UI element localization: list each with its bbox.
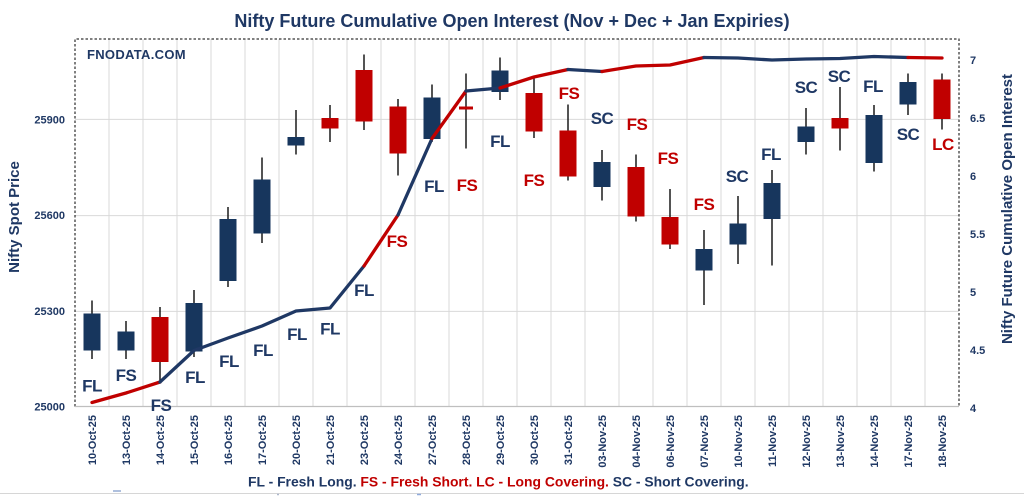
- svg-text:10-Nov-25: 10-Nov-25: [733, 415, 745, 468]
- svg-text:FL: FL: [82, 376, 102, 395]
- svg-text:FS: FS: [694, 195, 715, 214]
- svg-text:25300: 25300: [34, 306, 65, 318]
- svg-text:4: 4: [970, 403, 977, 415]
- svg-text:FS: FS: [457, 176, 478, 195]
- svg-text:FL: FL: [253, 341, 273, 360]
- svg-text:Nifty Spot Price: Nifty Spot Price: [6, 161, 23, 273]
- svg-text:14-Oct-25: 14-Oct-25: [155, 415, 167, 465]
- svg-text:5: 5: [970, 287, 976, 299]
- svg-text:4.5: 4.5: [970, 345, 985, 357]
- svg-text:FS: FS: [151, 396, 172, 415]
- svg-text:FNODATA.COM: FNODATA.COM: [87, 47, 186, 62]
- svg-text:FL - Fresh Long. FS - Fresh Sh: FL - Fresh Long. FS - Fresh Short. LC - …: [248, 474, 749, 490]
- svg-text:FS: FS: [658, 149, 679, 168]
- svg-text:FL: FL: [219, 352, 239, 371]
- svg-text:FS: FS: [627, 115, 648, 134]
- svg-text:28-Oct-25: 28-Oct-25: [461, 415, 473, 465]
- svg-text:30-Oct-25: 30-Oct-25: [529, 415, 541, 465]
- svg-text:FL: FL: [320, 319, 340, 338]
- svg-text:03-Nov-25: 03-Nov-25: [597, 415, 609, 468]
- svg-text:FS: FS: [524, 171, 545, 190]
- svg-text:04-Nov-25: 04-Nov-25: [631, 415, 643, 468]
- svg-text:LC: LC: [932, 135, 954, 154]
- svg-text:16-Oct-25: 16-Oct-25: [223, 415, 235, 465]
- svg-text:31-Oct-25: 31-Oct-25: [563, 415, 575, 465]
- svg-text:SC: SC: [726, 167, 749, 186]
- svg-text:5.5: 5.5: [970, 229, 985, 241]
- svg-text:15-Oct-25: 15-Oct-25: [189, 415, 201, 465]
- svg-text:FS: FS: [116, 366, 137, 385]
- svg-text:11-Nov-25: 11-Nov-25: [767, 415, 779, 467]
- svg-text:20-Oct-25: 20-Oct-25: [291, 415, 303, 465]
- svg-text:07-Nov-25: 07-Nov-25: [699, 415, 711, 468]
- svg-text:SC: SC: [828, 67, 851, 86]
- svg-text:13-Nov-25: 13-Nov-25: [835, 415, 847, 468]
- svg-text:FS: FS: [559, 84, 580, 103]
- svg-text:6.5: 6.5: [970, 113, 985, 125]
- svg-text:17-Oct-25: 17-Oct-25: [257, 415, 269, 465]
- svg-text:FL: FL: [424, 177, 444, 196]
- svg-text:SC: SC: [897, 125, 920, 144]
- svg-text:25000: 25000: [34, 402, 65, 414]
- svg-text:27-Oct-25: 27-Oct-25: [427, 415, 439, 465]
- svg-text:FL: FL: [354, 281, 374, 300]
- svg-text:FL: FL: [761, 145, 781, 164]
- svg-text:6: 6: [970, 171, 976, 183]
- svg-text:17-Nov-25: 17-Nov-25: [903, 415, 915, 468]
- svg-text:13-Oct-25: 13-Oct-25: [121, 415, 133, 465]
- svg-text:24-Oct-25: 24-Oct-25: [393, 415, 405, 465]
- svg-text:Nifty Future Cumulative Open I: Nifty Future Cumulative Open Interest (N…: [234, 11, 789, 31]
- svg-text:FS: FS: [387, 232, 408, 251]
- svg-text:14-Nov-25: 14-Nov-25: [869, 415, 881, 468]
- svg-text:25600: 25600: [34, 210, 65, 222]
- svg-text:FL: FL: [863, 77, 883, 96]
- svg-text:21-Oct-25: 21-Oct-25: [325, 415, 337, 465]
- svg-text:06-Nov-25: 06-Nov-25: [665, 415, 677, 468]
- svg-text:FL: FL: [287, 325, 307, 344]
- svg-text:Nifty Future Cumulative Open I: Nifty Future Cumulative Open Interest: [999, 74, 1016, 344]
- svg-text:SC: SC: [795, 78, 818, 97]
- svg-text:18-Nov-25: 18-Nov-25: [937, 415, 949, 468]
- svg-text:FL: FL: [185, 368, 205, 387]
- svg-text:7: 7: [970, 55, 976, 67]
- svg-text:25900: 25900: [34, 114, 65, 126]
- svg-text:SC: SC: [591, 109, 614, 128]
- svg-text:29-Oct-25: 29-Oct-25: [495, 415, 507, 465]
- svg-text:10-Oct-25: 10-Oct-25: [87, 415, 99, 465]
- svg-text:23-Oct-25: 23-Oct-25: [359, 415, 371, 465]
- svg-text:12-Nov-25: 12-Nov-25: [801, 415, 813, 468]
- svg-text:FL: FL: [490, 132, 510, 151]
